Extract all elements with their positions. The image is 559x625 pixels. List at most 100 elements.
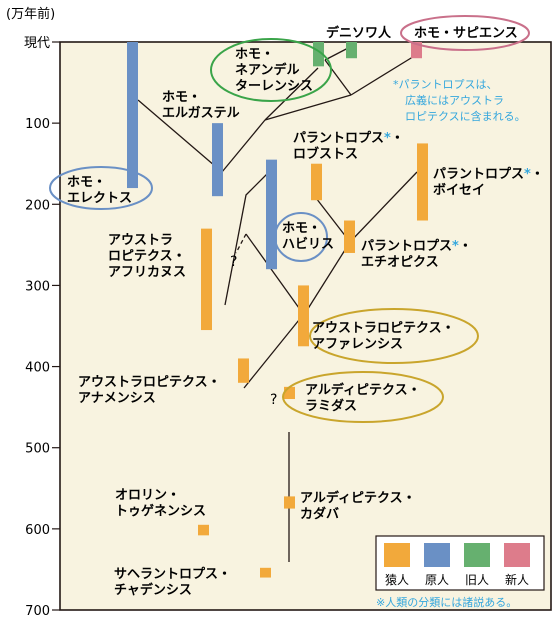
- legend-label-modern_human: 新人: [505, 572, 529, 587]
- ramidus-label-line: ラミダス: [305, 398, 357, 414]
- boisei-label-line: ボイセイ: [433, 182, 485, 198]
- robustus-bar: [311, 163, 322, 201]
- y-tick-label: 400: [25, 361, 50, 376]
- species-labels: ホモ・エレクトスホモ・エルガステルホモ・ハビリスホモ・ネアンデルターレンシスデニ…: [67, 25, 544, 598]
- legend-swatch-ape_man: [384, 543, 410, 567]
- kadabba-label-line: アルディピテクス・: [300, 490, 416, 506]
- axis-unit-label: (万年前): [6, 6, 55, 22]
- neanderthal-label-line: ホモ・: [235, 47, 274, 62]
- erectus-label: ホモ・エレクトス: [67, 175, 132, 206]
- lineage-line: [221, 119, 266, 173]
- legend-label-proto_human: 原人: [425, 573, 449, 587]
- afarensis-label: アウストラロピテクス・アファレンシス: [312, 321, 455, 352]
- lineage-line: [349, 171, 418, 243]
- y-tick-label: 700: [25, 604, 50, 619]
- legend-swatch-archaic_human: [464, 543, 490, 567]
- boisei-bar: [417, 143, 428, 221]
- tugenensis-label: オロリン・トゥゲネンシス: [115, 488, 206, 519]
- ramidus-label: アルディピテクス・ラミダス: [305, 382, 421, 414]
- afarensis-bar: [298, 285, 309, 347]
- sapiens-label: ホモ・サピエンス: [414, 26, 518, 41]
- ergaster-label-line: ホモ・: [162, 90, 201, 105]
- denisovan-label-line: デニソワ人: [326, 25, 392, 41]
- y-tick-label: 600: [25, 523, 50, 538]
- lineage-line: [303, 241, 351, 316]
- kadabba-label: アルディピテクス・カダバ: [300, 490, 416, 522]
- lineage-line: [243, 314, 304, 389]
- anamensis-label-line: アナメンシス: [78, 391, 156, 406]
- tchadensis-label-line: チャデンシス: [114, 582, 192, 598]
- tugenensis-bar: [198, 524, 209, 536]
- kadabba-bar: [284, 496, 295, 509]
- boisei-label-line: パラントロプス*・: [433, 167, 544, 182]
- habilis-label-line: ホモ・: [282, 221, 321, 236]
- denisovan-label: デニソワ人: [326, 25, 392, 41]
- anamensis-label: アウストラロピテクス・アナメンシス: [78, 375, 221, 406]
- paranthropus-note-line: 広義にはアウストラ: [405, 93, 504, 107]
- ergaster-label-line: エルガステル: [162, 106, 240, 121]
- ramidus-highlight-ellipse: [282, 371, 444, 423]
- y-tick-label: 500: [25, 442, 50, 457]
- anamensis-label-line: アウストラロピテクス・: [78, 375, 221, 390]
- afarensis-highlight-ellipse: [309, 308, 479, 364]
- paranthropus-note-text: *パラントロプスは、広義にはアウストラロピテクスに含まれる。: [393, 78, 526, 123]
- lineage-line: [224, 169, 272, 306]
- robustus-label-line: パラントロプス*・: [293, 131, 404, 146]
- aethiopicus-label: パラントロプス*・エチオピクス: [361, 239, 472, 270]
- question-mark: ?: [270, 392, 277, 408]
- lineage-line: [264, 67, 319, 121]
- habilis-bar: [266, 159, 277, 270]
- afarensis-label-line: アウストラロピテクス・: [312, 321, 455, 336]
- y-tick-label: 300: [25, 279, 50, 294]
- habilis-label: ホモ・ハビリス: [282, 221, 334, 252]
- legend-label-archaic_human: 旧人: [465, 573, 489, 587]
- erectus-bar: [127, 42, 138, 189]
- neanderthal-bar: [313, 42, 324, 67]
- sapiens-label-line: ホモ・サピエンス: [414, 26, 518, 41]
- kadabba-label-line: カダバ: [300, 506, 339, 522]
- neanderthal-highlight-ellipse: [210, 38, 332, 102]
- sapiens-highlight-ellipse: [400, 15, 530, 51]
- neanderthal-label-line: ターレンシス: [235, 79, 313, 94]
- afarensis-label-line: アファレンシス: [312, 337, 403, 352]
- paranthropus-note: *パラントロプスは、広義にはアウストラロピテクスに含まれる。: [393, 78, 526, 123]
- robustus-label: パラントロプス*・ロブストス: [293, 131, 404, 162]
- sapiens-bar: [411, 42, 422, 59]
- denisovan-bar: [346, 42, 357, 59]
- habilis-label-line: ハビリス: [282, 236, 334, 252]
- paranthropus-note-line: *パラントロプスは、: [393, 78, 498, 91]
- africanus-label: アウストラロピテクス・アフリカヌス: [108, 233, 186, 280]
- aethiopicus-label-line: エチオピクス: [361, 255, 439, 270]
- erectus-highlight-ellipse: [49, 166, 153, 210]
- tchadensis-label-line: サヘラントロプス・: [114, 567, 231, 582]
- legend-swatch-proto_human: [424, 543, 450, 567]
- lineage-line: [324, 59, 352, 96]
- aethiopicus-bar: [344, 220, 355, 253]
- y-tick-label: 200: [25, 198, 50, 213]
- legend-swatch-modern_human: [504, 543, 530, 567]
- ramidus-label-line: アルディピテクス・: [305, 382, 421, 398]
- neanderthal-label: ホモ・ネアンデルターレンシス: [235, 47, 313, 94]
- lineage-line: [245, 233, 305, 316]
- highlight-ellipses: [49, 15, 530, 423]
- ergaster-bar: [212, 123, 223, 197]
- erectus-label-line: エレクトス: [67, 191, 132, 206]
- ramidus-bar: [284, 386, 295, 400]
- legend: 猿人 原人 旧人 新人: [375, 535, 545, 591]
- y-axis: 現代 100 200 300 400 500 600 700: [24, 36, 60, 619]
- aethiopicus-label-line: パラントロプス*・: [361, 239, 472, 254]
- robustus-label-line: ロブストス: [293, 146, 358, 162]
- y-tick-label: 100: [25, 117, 50, 132]
- africanus-label-line: ロピテクス・: [108, 249, 186, 264]
- y-tick-label: 現代: [24, 36, 50, 51]
- lineage-line: [264, 94, 352, 121]
- ergaster-label: ホモ・エルガステル: [162, 90, 240, 121]
- footnote: ※人類の分類には諸説ある。: [376, 595, 517, 609]
- boisei-label: パラントロプス*・ボイセイ: [433, 167, 544, 198]
- paranthropus-note-line: ロピテクスに含まれる。: [405, 109, 526, 123]
- tchadensis-bar: [260, 567, 271, 578]
- lineage-line: [137, 99, 223, 173]
- africanus-bar: [201, 228, 212, 331]
- habilis-highlight-ellipse: [274, 212, 328, 262]
- legend-label-ape_man: 猿人: [385, 572, 409, 587]
